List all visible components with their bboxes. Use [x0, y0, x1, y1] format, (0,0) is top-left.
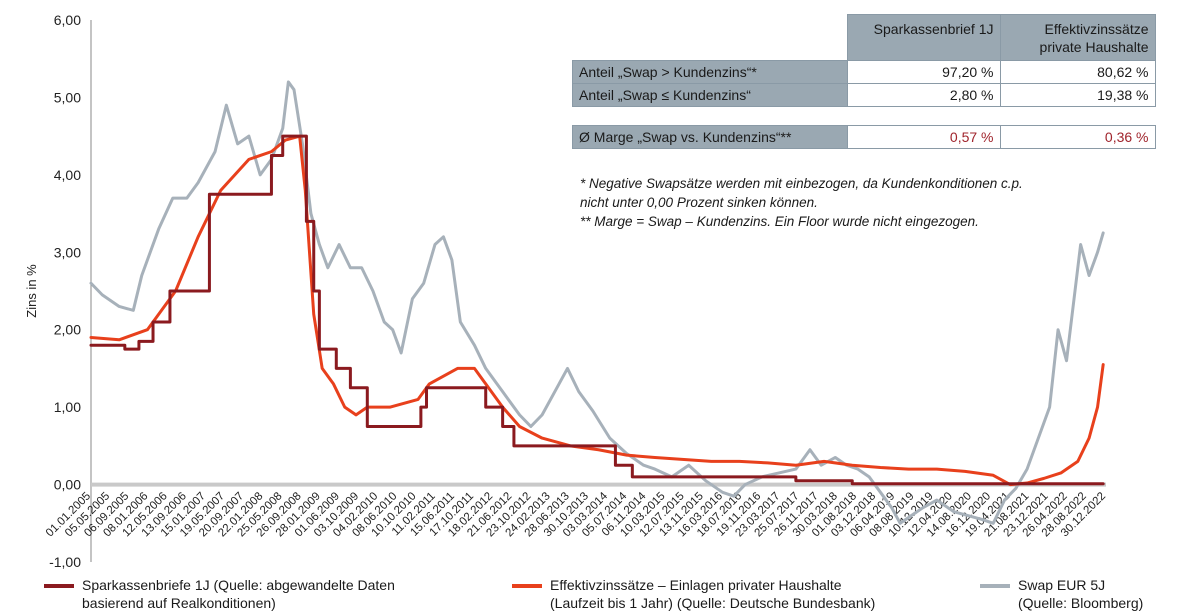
y-tick-label: 1,00 [54, 399, 81, 415]
value-swap-greater-effektivzins: 80,62 % [999, 60, 1156, 84]
y-tick-label: 3,00 [54, 244, 81, 260]
footnotes: * Negative Swapsätze werden mit einbezog… [580, 174, 1023, 231]
legend-label-sparkassenbriefe-2: basierend auf Realkonditionen) [82, 595, 276, 611]
legend-swatch-sparkassenbriefe [44, 584, 74, 588]
row-label-swap-less-equal: Anteil „Swap ≤ Kundenzins“ [572, 83, 848, 107]
legend-label-effektivzins-1: Effektivzinssätze – Einlagen privater Ha… [550, 577, 842, 593]
legend-label-swap-2: (Quelle: Bloomberg) [1018, 595, 1144, 611]
y-tick-label: 2,00 [54, 322, 81, 338]
y-tick-label: 0,00 [54, 477, 81, 493]
series-line-effektivzins [89, 134, 1105, 487]
y-tick-label: 5,00 [54, 89, 81, 105]
series-line-sparkassenbriefe [89, 134, 1105, 486]
value-margin-sparkassenbrief: 0,57 % [846, 125, 1001, 149]
y-tick-label: 4,00 [54, 167, 81, 183]
col-header-effektivzins: Effektivzinssätze private Haushalte [999, 14, 1156, 61]
value-swap-less-equal-sparkassenbrief: 2,80 % [846, 83, 1001, 107]
y-tick-label: -1,00 [49, 554, 81, 570]
legend-swatch-swap [980, 584, 1010, 588]
legend-label-sparkassenbriefe-1: Sparkassenbriefe 1J (Quelle: abgewandelt… [82, 577, 395, 593]
y-axis-label: Zins in % [24, 264, 39, 318]
legend-label-swap-1: Swap EUR 5J [1018, 577, 1106, 593]
row-label-average-margin: Ø Marge „Swap vs. Kundenzins“** [572, 125, 848, 149]
legend-swatch-effektivzins [512, 584, 542, 588]
col-header-sparkassenbrief: Sparkassenbrief 1J [846, 14, 1001, 61]
value-swap-less-equal-effektivzins: 19,38 % [999, 83, 1156, 107]
footnote-1-line-1: * Negative Swapsätze werden mit einbezog… [580, 176, 1023, 191]
value-margin-effektivzins: 0,36 % [999, 125, 1156, 149]
legend-label-effektivzins-2: (Laufzeit bis 1 Jahr) (Quelle: Deutsche … [550, 595, 876, 611]
footnote-1-line-2: nicht unter 0,00 Prozent sinken können. [580, 195, 818, 210]
row-label-swap-greater: Anteil „Swap > Kundenzins“* [572, 60, 848, 84]
value-swap-greater-sparkassenbrief: 97,20 % [846, 60, 1001, 84]
y-tick-label: 6,00 [54, 12, 81, 28]
statistics-table: Sparkassenbrief 1J Effektivzinssätze priv… [572, 14, 1156, 149]
footnote-2: ** Marge = Swap – Kundenzins. Ein Floor … [580, 214, 979, 229]
